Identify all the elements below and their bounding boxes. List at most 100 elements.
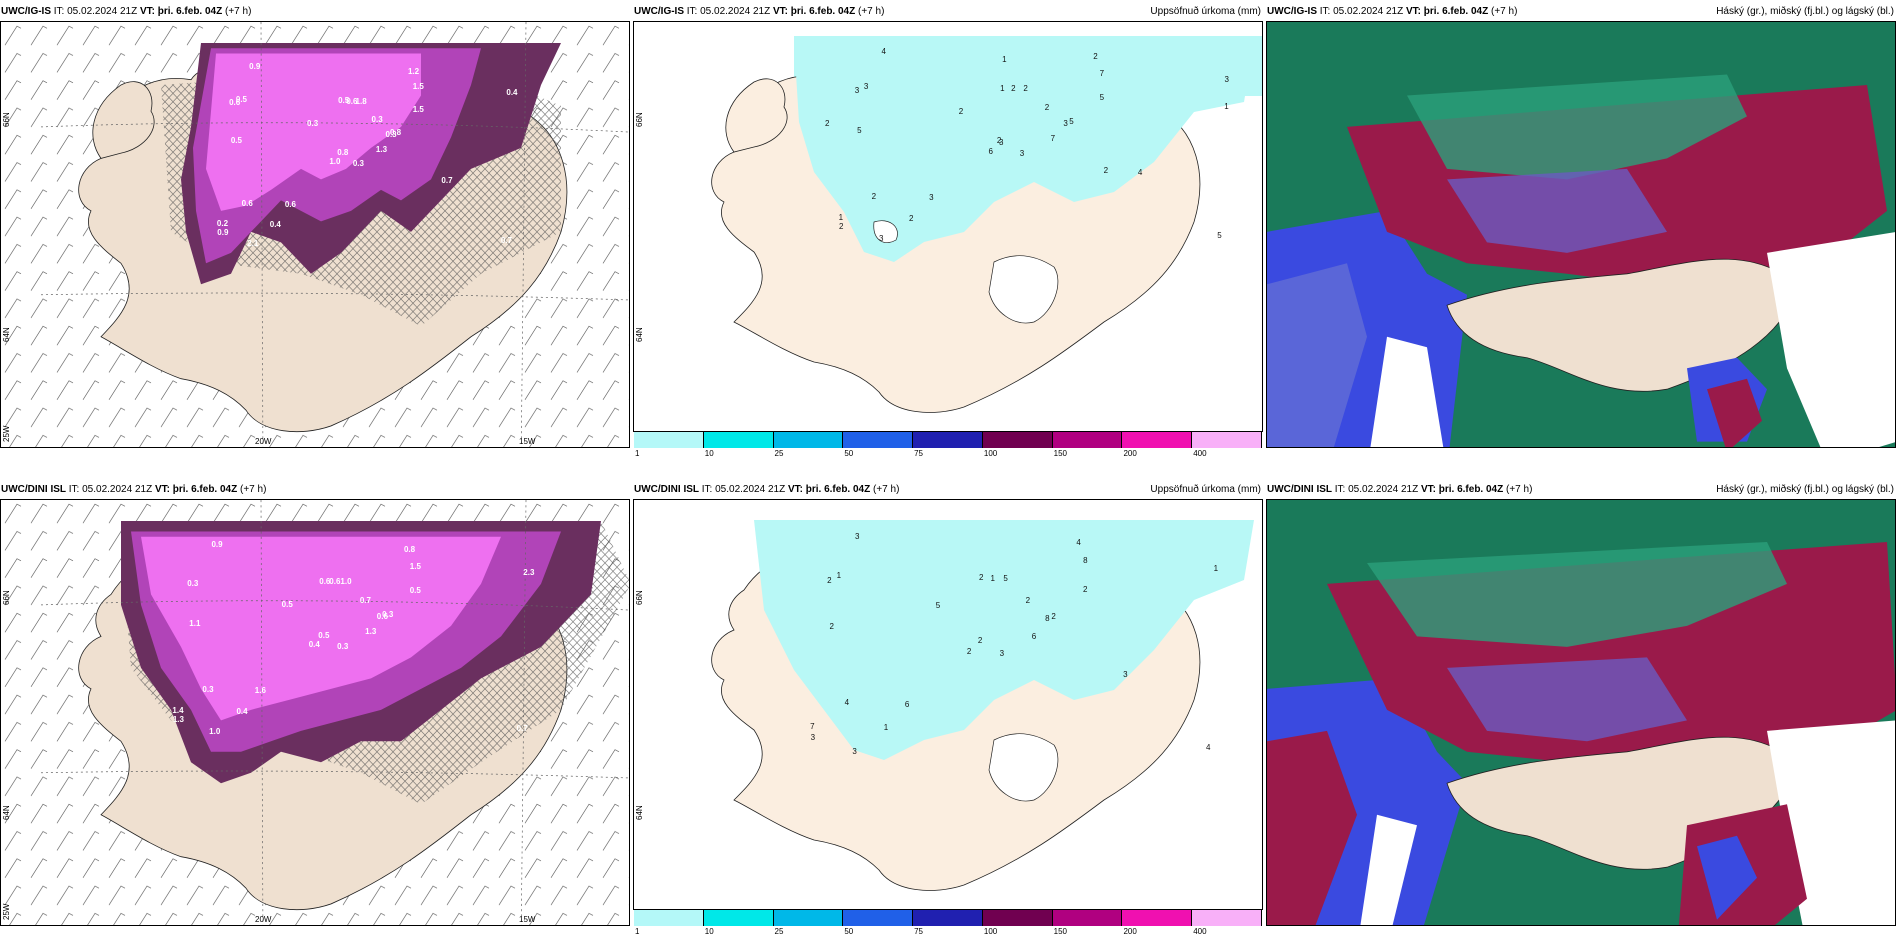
panel-title: Háský (gr.), miðský (fj.bl.) og lágský (… [1716,6,1894,17]
valid-time: þri. 6.feb. 04Z [1438,484,1504,495]
lon-label: 20W [255,915,272,924]
legend-label: 50 [844,927,854,936]
panel-header: UWC/DINI ISL IT: 05.02.2024 21Z VT: þri.… [1267,484,1532,495]
cloud-map[interactable] [1266,499,1896,926]
map-value-label: 0.4 [236,706,248,716]
valid-time: þri. 6.feb. 04Z [157,6,223,17]
lon-line [520,500,527,925]
map-value-label: 0.7 [441,176,453,186]
legend-swatch [1052,910,1123,926]
vt-label: VT: [787,484,803,495]
iceland-land [1446,258,1798,392]
map-value-label: 2 [996,136,1002,146]
snow-map[interactable]: 66N 64N 25W 20W 15W 0.3 0.6 0.8 0.2 0.3 0.6 1.… [0,21,630,448]
map-value-label: 3 [1123,670,1128,680]
map-value-label: 0.5 [338,96,350,106]
map-value-label: 1.3 [365,627,377,637]
lead-time: (+7 h) [1506,484,1533,495]
legend-swatch [1192,910,1262,926]
panel-uwc-igis-clouds: UWC/IG-IS IT: 05.02.2024 21Z VT: þri. 6.… [1266,0,1896,448]
lat-label: 64N [635,805,644,820]
vt-label: VT: [139,6,155,17]
lat-label: 66N [635,112,644,127]
cloud-map-canvas [1267,22,1895,447]
lead-time: (+7 h) [225,6,252,17]
it-label: IT: [1319,6,1331,17]
map-value-label: 1.5 [412,82,424,92]
model-name: UWC/IG-IS [1267,6,1317,17]
panel-title: Uppsöfnuð úrkoma (mm) [1150,6,1261,17]
glacier [873,220,898,244]
map-value-label: 2.1 [247,239,259,249]
init-time: 05.02.2024 21Z [715,484,786,495]
valid-time: þri. 6.feb. 04Z [172,484,238,495]
legend-label: 400 [1193,927,1207,936]
lon-line [260,500,264,925]
legend-swatch [773,432,844,448]
snow-map-canvas [1,22,629,447]
lon-label: 20W [255,437,272,446]
map-value-label: 1.4 [172,705,184,715]
map-value-label: 2 [977,636,983,646]
map-value-label: 1 [1224,101,1229,111]
map-value-label: 8 [1045,614,1050,624]
legend-swatch [982,910,1053,926]
map-value-label: 0.3 [187,578,199,588]
precip-legend: 1 10 25 50 75 100 150 200 400 [634,432,1262,458]
high-cloud [1367,541,1787,647]
map-value-label: 0.3 [352,158,364,168]
lat-label: 64N [2,805,11,820]
map-value-label: 2 [1083,584,1088,594]
glacier [988,733,1059,802]
map-value-label: 1.3 [172,715,184,725]
map-value-label: 5 [1099,93,1105,103]
snow-pink [141,536,501,721]
map-value-label: 7 [810,722,815,732]
map-value-label: 2 [1023,84,1028,93]
panel-header: UWC/DINI ISL IT: 05.02.2024 21Z VT: þri.… [1,484,266,495]
legend-label: 150 [1053,927,1068,936]
legend-label: 100 [983,927,998,936]
legend-label: 100 [983,449,998,458]
panel-header: UWC/DINI ISL IT: 05.02.2024 21Z VT: þri.… [634,484,899,495]
valid-time: þri. 6.feb. 04Z [790,6,856,17]
model-name: UWC/DINI ISL [1267,484,1332,495]
it-label: IT: [1334,484,1346,495]
clear-sky [1767,232,1895,447]
map-value-label: 0.6 [229,98,241,108]
map-value-label: 0.4 [308,640,320,650]
map-value-label: 5 [1069,117,1074,127]
panel-title: Háský (gr.), miðský (fj.bl.) og lágský (… [1716,484,1894,495]
map-value-label: 1.6 [254,686,266,696]
map-value-label: 3 [1019,149,1025,159]
model-name: UWC/IG-IS [634,6,684,17]
legend-label: 10 [704,927,714,936]
lat-label: 66N [2,112,11,127]
map-value-label: 0.5 [230,136,242,146]
map-value-label: 0.6 [284,200,296,210]
lat-label: 66N [2,590,11,605]
map-value-label: 5 [935,600,941,610]
lat-label: 66N [635,590,644,605]
lon-label: 15W [519,915,536,924]
legend-swatch [843,432,914,448]
map-value-label: 2 [1093,52,1098,62]
vt-label: VT: [1405,6,1421,17]
map-value-label: 1.1 [189,618,201,628]
map-value-label: 2 [909,213,914,223]
clear-sky [1370,336,1444,447]
panel-uwc-dini-snow: UWC/DINI ISL IT: 05.02.2024 21Z VT: þri.… [0,478,630,926]
mid-cloud [1447,168,1667,253]
snow-map[interactable]: 66N 64N 25W 20W 15W 0.3 0.3 0.5 1.4 0.6 1.6 0.… [0,499,630,926]
cloud-map[interactable] [1266,21,1896,448]
lead-time: (+7 h) [873,484,900,495]
lat-label: 64N [2,327,11,342]
precip-map-canvas [711,36,1262,413]
snow-pink [206,53,421,211]
map-value-label: 3 [999,138,1004,148]
panel-uwc-dini-precip: UWC/DINI ISL IT: 05.02.2024 21Z VT: þri.… [633,478,1263,936]
map-value-label: 1 [990,574,995,584]
map-value-label: 0.7 [500,236,513,246]
